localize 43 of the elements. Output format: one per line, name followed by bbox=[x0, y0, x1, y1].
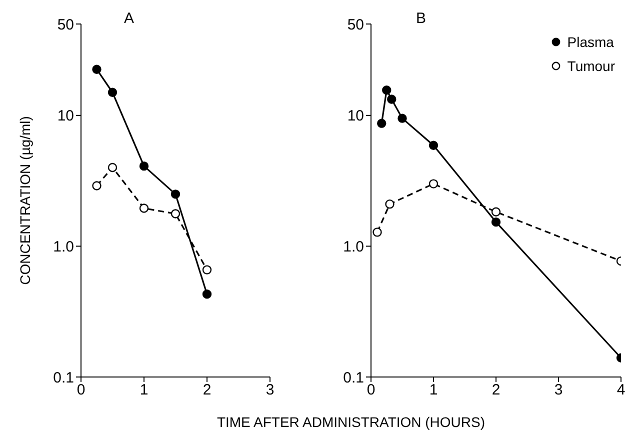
point bbox=[382, 86, 392, 95]
point bbox=[387, 94, 396, 104]
point bbox=[491, 217, 501, 227]
point bbox=[428, 179, 438, 188]
point bbox=[108, 162, 118, 172]
point bbox=[398, 114, 407, 123]
y-tick-label: 0.1 bbox=[53, 369, 74, 386]
x-tick-label: 0 bbox=[366, 382, 376, 399]
y-tick-label: 10 bbox=[57, 108, 74, 125]
y-tick-label: 50 bbox=[347, 16, 364, 34]
y-tick-label: 1.0 bbox=[53, 238, 74, 256]
point bbox=[108, 88, 118, 97]
x-tick-label: 3 bbox=[266, 382, 274, 399]
chart-title: A bbox=[124, 10, 134, 27]
point bbox=[170, 190, 180, 199]
y-axis-title: CONCENTRATION (µg/ml) bbox=[16, 116, 33, 285]
legend-label: Tumour bbox=[567, 58, 615, 74]
x-tick-label: 2 bbox=[202, 382, 212, 399]
point bbox=[372, 228, 382, 237]
x-tick-label: 1 bbox=[429, 382, 438, 399]
y-tick-label: 0.1 bbox=[343, 369, 364, 386]
legend-label: Plasma bbox=[567, 34, 614, 50]
point bbox=[139, 204, 149, 213]
x-tick-label: 0 bbox=[76, 382, 86, 399]
y-tick-label: 1.0 bbox=[343, 238, 364, 256]
point bbox=[491, 207, 501, 216]
y-tick-label: 50 bbox=[57, 16, 74, 34]
point bbox=[377, 118, 386, 128]
y-tick-label: 10 bbox=[347, 108, 364, 125]
x-tick-label: 2 bbox=[492, 382, 500, 399]
chart-title: B bbox=[416, 10, 426, 27]
point bbox=[170, 209, 180, 218]
point bbox=[202, 290, 212, 299]
point bbox=[385, 199, 394, 209]
x-tick-label: 3 bbox=[554, 382, 563, 399]
point bbox=[428, 140, 438, 150]
x-axis-title: TIME AFTER ADMINISTRATION (HOURS) bbox=[216, 414, 486, 430]
point bbox=[139, 161, 149, 171]
point bbox=[92, 64, 102, 74]
x-tick-label: 4 bbox=[616, 382, 626, 399]
point bbox=[92, 181, 102, 190]
point bbox=[202, 265, 212, 274]
x-tick-label: 1 bbox=[140, 382, 148, 399]
